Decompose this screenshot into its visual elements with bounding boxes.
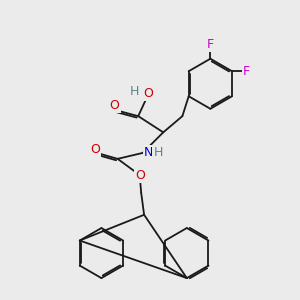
Text: O: O [144,87,154,100]
Text: F: F [243,65,250,78]
Text: O: O [91,143,100,156]
Text: N: N [144,146,154,159]
Text: H: H [130,85,140,98]
Text: O: O [110,99,120,112]
Text: O: O [135,169,145,182]
Text: F: F [207,38,214,50]
Text: H: H [153,146,163,159]
